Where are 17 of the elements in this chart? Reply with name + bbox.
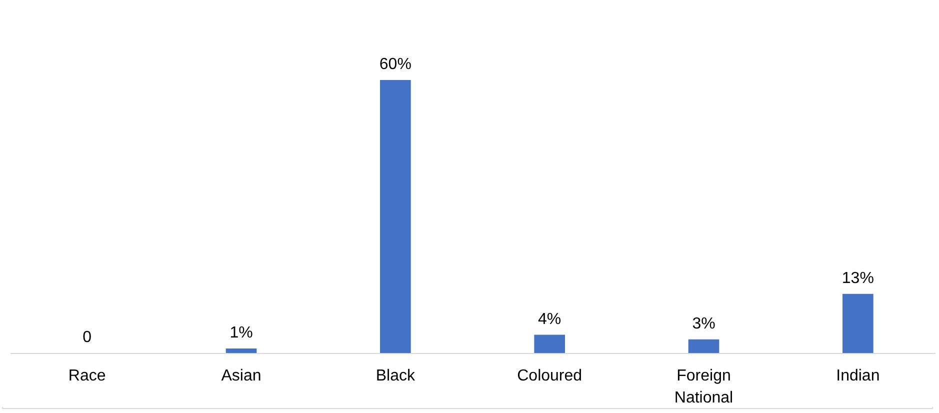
bar xyxy=(534,334,565,353)
bar xyxy=(226,348,257,353)
bar xyxy=(842,294,874,353)
x-tick-label: Asian xyxy=(221,368,262,384)
data-label: 1% xyxy=(230,324,253,342)
data-label: 13% xyxy=(842,270,874,287)
data-label: 4% xyxy=(538,310,562,328)
x-tick-label: Black xyxy=(376,368,416,384)
bar xyxy=(380,80,411,353)
data-label: 60% xyxy=(379,56,412,73)
x-tick-label: Race xyxy=(68,368,106,384)
x-tick-label: Coloured xyxy=(517,368,582,384)
data-label: 0 xyxy=(82,329,92,346)
bar xyxy=(688,339,720,353)
x-tick-label: Indian xyxy=(836,368,880,384)
x-tick-label: Foreign National xyxy=(674,368,734,406)
data-label: 3% xyxy=(692,315,716,332)
